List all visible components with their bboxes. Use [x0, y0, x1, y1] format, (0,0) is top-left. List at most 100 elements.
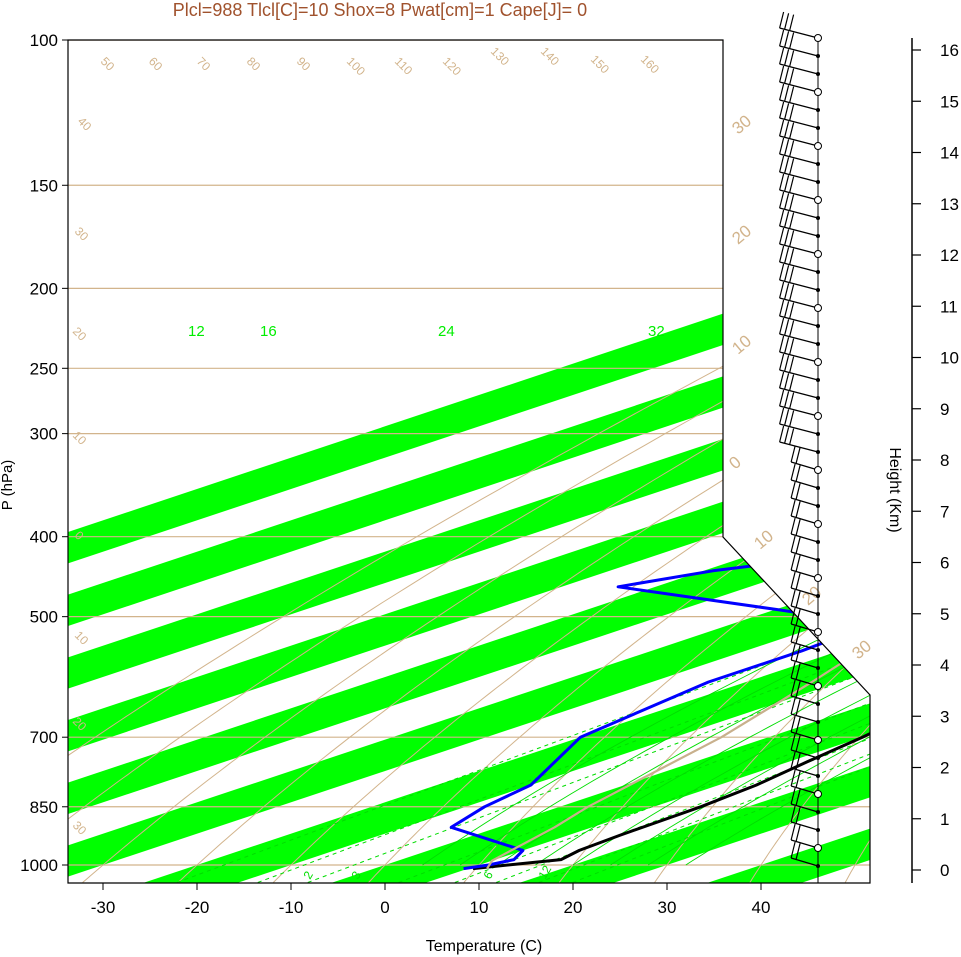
pressure-tick-label: 100: [30, 31, 58, 50]
pressure-tick-label: 850: [30, 798, 58, 817]
isotherm-label: 10: [728, 331, 755, 358]
wind-barb-dot: [816, 270, 820, 274]
height-tick-label: 8: [940, 451, 949, 470]
mixing-ratio-line: [538, 545, 870, 883]
wind-barb: [790, 481, 819, 507]
temperature-tick-label: 20: [564, 898, 583, 917]
mixing-ratio-label: 6: [480, 868, 496, 881]
height-tick-label: 2: [940, 759, 949, 778]
dry-adiabat: [177, 40, 870, 883]
wind-barb-dot: [816, 378, 820, 382]
dry-adiabat-label: 120: [440, 54, 464, 78]
moist-adiabat-label: 16: [260, 323, 277, 340]
wind-barb: [790, 679, 819, 705]
wind-barb-dot: [816, 828, 820, 832]
wind-barb: [790, 571, 819, 597]
wind-barb: [779, 29, 819, 57]
wind-barb: [779, 335, 819, 363]
wind-barb-station-marker: [814, 790, 822, 798]
height-tick-label: 13: [940, 195, 959, 214]
isotherm-label: 10: [750, 526, 777, 553]
wind-barb-dot: [816, 288, 820, 292]
pressure-tick-label: 400: [30, 528, 58, 547]
height-tick-label: 15: [940, 92, 959, 111]
wind-barb-dot: [816, 666, 820, 670]
wind-barb-dot: [816, 756, 820, 760]
wind-barb-station-marker: [814, 466, 822, 474]
wind-barb: [779, 245, 819, 273]
isotherm-label: 30: [728, 111, 755, 138]
pressure-tick-label: 150: [30, 176, 58, 195]
wind-barb-dot: [816, 432, 820, 436]
wind-barb: [790, 625, 819, 651]
temperature-tick-label: -10: [279, 898, 304, 917]
wind-barb: [790, 805, 819, 831]
moist-adiabat: [459, 287, 870, 866]
wind-barb-station-marker: [814, 520, 822, 528]
height-tick-label: 7: [940, 502, 949, 521]
wind-barb-station-marker: [814, 412, 822, 420]
chart-title: Plcl=988 Tlcl[C]=10 Shox=8 Pwat[cm]=1 Ca…: [173, 0, 587, 20]
dry-adiabat-label: 80: [244, 54, 264, 74]
isotherm-band: [94, 40, 870, 883]
wind-barb: [790, 715, 819, 741]
wind-barbs: [779, 11, 822, 883]
isotherm-band: [68, 40, 870, 883]
wind-barb-dot: [816, 396, 820, 400]
isotherm-label: 0: [725, 452, 744, 473]
wind-barb: [779, 317, 819, 345]
dry-adiabat: [68, 40, 870, 883]
dry-adiabat-label: 10: [70, 428, 90, 448]
wind-barb-dot: [816, 774, 820, 778]
wind-barb: [779, 389, 819, 417]
wind-barb: [779, 101, 819, 129]
wind-barb-station-marker: [814, 628, 822, 636]
wind-barb: [779, 281, 819, 309]
moist-adiabat-label: 12: [188, 323, 205, 340]
isotherm-label: 20: [728, 221, 755, 248]
height-tick-label: 4: [940, 656, 949, 675]
moist-adiabat: [422, 287, 870, 866]
wind-barb-dot: [816, 72, 820, 76]
mixing-ratio-line: [257, 545, 870, 883]
wind-barb: [779, 299, 819, 327]
dry-adiabat: [749, 40, 870, 883]
wind-barb: [779, 227, 819, 255]
wind-barb-dot: [816, 720, 820, 724]
wind-barb: [790, 589, 819, 615]
wind-barb: [779, 353, 819, 381]
wind-barb: [790, 751, 819, 777]
isotherm-band: [68, 40, 870, 883]
parcel-profile: [486, 56, 870, 870]
wind-barb: [779, 407, 819, 435]
wind-barb-dot: [816, 234, 820, 238]
y-axis-label: P (hPa): [0, 460, 16, 511]
wind-barb: [779, 425, 819, 453]
wind-barb: [790, 535, 819, 561]
wind-barb-dot: [816, 648, 820, 652]
wind-barb-station-marker: [814, 88, 822, 96]
wind-barb-dot: [816, 558, 820, 562]
wind-barb: [790, 499, 819, 525]
dry-adiabat-label: 50: [98, 54, 118, 74]
wind-barb: [779, 155, 819, 183]
pressure-tick-label: 250: [30, 359, 58, 378]
height-tick-label: 1: [940, 810, 949, 829]
x-axis-label: Temperature (C): [426, 938, 542, 955]
moist-adiabat-label: 24: [438, 323, 455, 340]
pressure-tick-label: 300: [30, 425, 58, 444]
height-tick-label: 0: [940, 861, 949, 880]
wind-barb: [790, 769, 819, 795]
wind-barb-station-marker: [814, 34, 822, 42]
mixing-ratio-label: 2: [300, 868, 316, 881]
temperature-tick-label: 10: [470, 898, 489, 917]
height-tick-label: 16: [940, 41, 959, 60]
dry-adiabat: [463, 40, 870, 883]
height-axis-label: Height (Km): [886, 447, 903, 532]
dry-adiabat-label: 60: [146, 54, 166, 74]
wind-barb-dot: [816, 216, 820, 220]
wind-barb-dot: [816, 540, 820, 544]
isotherm-band: [68, 40, 870, 883]
